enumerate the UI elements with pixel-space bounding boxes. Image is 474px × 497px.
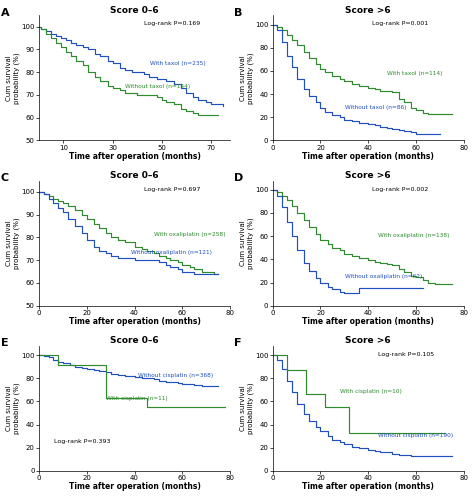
Text: Without taxol (n=86): Without taxol (n=86) — [346, 105, 407, 110]
Y-axis label: Cum survival
probability (%): Cum survival probability (%) — [240, 217, 254, 269]
Title: Score >6: Score >6 — [346, 336, 391, 345]
Y-axis label: Cum survival
probability (%): Cum survival probability (%) — [240, 383, 254, 434]
Text: With cisplatin (n=11): With cisplatin (n=11) — [106, 396, 168, 401]
Text: B: B — [234, 8, 243, 18]
Text: Without oxaliplatin (n=62): Without oxaliplatin (n=62) — [346, 274, 423, 279]
Text: Without taxol (n=144): Without taxol (n=144) — [125, 84, 190, 89]
X-axis label: Time after operation (months): Time after operation (months) — [69, 317, 201, 326]
X-axis label: Time after operation (months): Time after operation (months) — [69, 152, 201, 161]
Text: With oxaliplatin (n=258): With oxaliplatin (n=258) — [154, 232, 225, 237]
Y-axis label: Cum survival
probability (%): Cum survival probability (%) — [6, 52, 20, 104]
Text: With taxol (n=235): With taxol (n=235) — [150, 62, 206, 67]
Text: D: D — [234, 173, 244, 183]
X-axis label: Time after operation (months): Time after operation (months) — [302, 317, 434, 326]
Text: Log-rank P=0.105: Log-rank P=0.105 — [378, 352, 434, 357]
Text: Without cisplatin (n=368): Without cisplatin (n=368) — [138, 373, 214, 378]
Text: Log-rank P=0.002: Log-rank P=0.002 — [372, 186, 428, 191]
X-axis label: Time after operation (months): Time after operation (months) — [302, 483, 434, 492]
Title: Score 0–6: Score 0–6 — [110, 171, 159, 180]
Text: Without cisplatin (n=190): Without cisplatin (n=190) — [378, 433, 453, 438]
Text: With oxaliplatin (n=138): With oxaliplatin (n=138) — [378, 233, 449, 238]
Title: Score >6: Score >6 — [346, 5, 391, 14]
Title: Score 0–6: Score 0–6 — [110, 5, 159, 14]
X-axis label: Time after operation (months): Time after operation (months) — [69, 483, 201, 492]
Text: Log-rank P=0.393: Log-rank P=0.393 — [54, 439, 111, 444]
Text: With taxol (n=114): With taxol (n=114) — [387, 72, 443, 77]
Y-axis label: Cum survival
probability (%): Cum survival probability (%) — [240, 52, 254, 104]
Text: C: C — [0, 173, 9, 183]
Text: Without oxaliplatin (n=121): Without oxaliplatin (n=121) — [131, 250, 212, 255]
Title: Score 0–6: Score 0–6 — [110, 336, 159, 345]
Y-axis label: Cum survival
probability (%): Cum survival probability (%) — [6, 217, 20, 269]
X-axis label: Time after operation (months): Time after operation (months) — [302, 152, 434, 161]
Text: Log-rank P=0.169: Log-rank P=0.169 — [144, 21, 201, 26]
Text: Log-rank P=0.001: Log-rank P=0.001 — [372, 21, 428, 26]
Text: A: A — [0, 8, 9, 18]
Title: Score >6: Score >6 — [346, 171, 391, 180]
Y-axis label: Cum survival
probability (%): Cum survival probability (%) — [6, 383, 20, 434]
Text: E: E — [0, 338, 9, 348]
Text: With cisplatin (n=10): With cisplatin (n=10) — [339, 389, 401, 394]
Text: Log-rank P=0.697: Log-rank P=0.697 — [144, 186, 201, 191]
Text: F: F — [234, 338, 242, 348]
